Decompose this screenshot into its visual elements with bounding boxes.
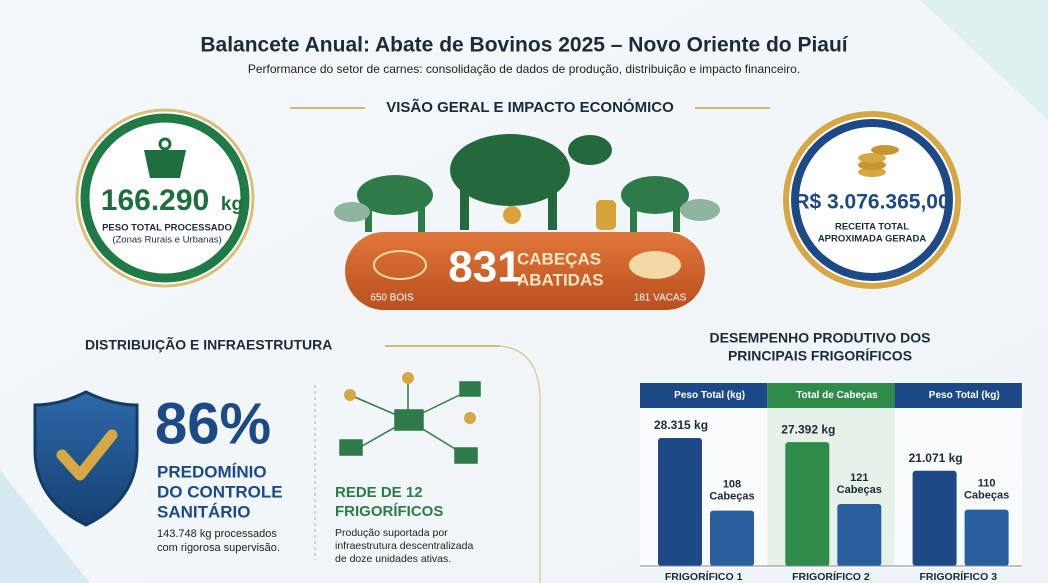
value-label: 108 bbox=[723, 479, 741, 491]
heads-label: ABATIDAS bbox=[517, 270, 604, 289]
bar bbox=[837, 504, 882, 566]
percent-note: 143.748 kg processados bbox=[157, 528, 277, 540]
bois: 650 BOIS bbox=[370, 293, 414, 304]
network-text: Produção suportada por bbox=[335, 527, 448, 539]
percent-label: SANITÁRIO bbox=[157, 502, 251, 521]
category-label: FRIGORÍFICO 1 bbox=[665, 570, 743, 583]
ring bbox=[80, 113, 250, 283]
percent: 86% bbox=[155, 391, 271, 456]
bar bbox=[658, 438, 702, 566]
check-icon bbox=[56, 429, 118, 481]
cow-icon bbox=[629, 251, 681, 279]
weight-label: PESO TOTAL PROCESSADO bbox=[102, 223, 232, 234]
heads-label: CABEÇAS bbox=[517, 249, 601, 268]
weight-unit: kg bbox=[221, 194, 243, 215]
coins-icon bbox=[858, 145, 899, 177]
category-label: FRIGORÍFICO 3 bbox=[919, 570, 997, 583]
column-header-label: Total de Cabeças bbox=[796, 390, 878, 401]
column-header bbox=[894, 383, 1022, 408]
value-label: 121 bbox=[850, 472, 868, 484]
network-title: REDE DE 12 bbox=[335, 484, 423, 501]
revenue-label: RECEITA TOTAL bbox=[835, 222, 909, 233]
column-header bbox=[640, 383, 768, 408]
network-icon bbox=[339, 372, 481, 464]
category-label: FRIGORÍFICO 2 bbox=[792, 570, 870, 583]
revenue-label: APROXIMADA GERADA bbox=[818, 234, 927, 245]
heads-total: 831 bbox=[448, 243, 521, 292]
percent-label: DO CONTROLE bbox=[157, 482, 283, 501]
decor bbox=[920, 0, 1048, 120]
value-label: 28.315 kg bbox=[654, 418, 708, 432]
title: Balancete Anual: Abate de Bovinos 2025 –… bbox=[200, 34, 848, 57]
bar bbox=[710, 510, 754, 566]
network-title: FRIGORÍFICOS bbox=[335, 503, 443, 520]
bull-icon bbox=[373, 250, 427, 280]
value-label: Cabeças bbox=[837, 484, 882, 496]
network-text: de doze unidades ativas. bbox=[335, 553, 451, 565]
bar bbox=[912, 470, 957, 566]
decor bbox=[0, 470, 90, 583]
heads-banner bbox=[345, 232, 705, 310]
chart-title: DESEMPENHO PRODUTIVO DOS bbox=[710, 330, 931, 346]
ring bbox=[791, 119, 953, 281]
rule bbox=[499, 345, 541, 583]
section-heading: DISTRIBUIÇÃO E INFRAESTRUTURA bbox=[85, 336, 332, 353]
subtitle: Performance do setor de carnes: consolid… bbox=[248, 62, 800, 76]
bar bbox=[964, 509, 1009, 566]
weight-note: (Zonas Rurais e Urbanas) bbox=[112, 235, 221, 246]
value-label: Cabeças bbox=[964, 490, 1009, 502]
column-header-label: Peso Total (kg) bbox=[929, 390, 1000, 401]
column-header bbox=[767, 383, 895, 408]
weight-icon bbox=[158, 137, 172, 151]
value-label: 27.392 kg bbox=[781, 422, 835, 436]
value-label: 110 bbox=[978, 478, 996, 490]
vacas: 181 VACAS bbox=[634, 293, 687, 304]
column-header-label: Peso Total (kg) bbox=[674, 390, 745, 401]
weight-value: 166.290 bbox=[101, 184, 209, 217]
network-text: infraestrutura descentralizada bbox=[335, 540, 473, 552]
percent-label: PREDOMÍNIO bbox=[157, 462, 267, 481]
cattle-illustration bbox=[334, 134, 720, 232]
value-label: Cabeças bbox=[709, 491, 754, 503]
value-label: 21.071 kg bbox=[909, 451, 963, 465]
section-heading: VISÃO GERAL E IMPACTO ECONÓMICO bbox=[386, 98, 674, 116]
percent-note: com rigorosa supervisão. bbox=[157, 542, 280, 554]
revenue-value: R$ 3.076.365,00 bbox=[794, 191, 949, 214]
chart-title: PRINCIPAIS FRIGORÍFICOS bbox=[728, 348, 912, 364]
shield-icon bbox=[33, 390, 139, 527]
weight-icon bbox=[144, 150, 186, 178]
bar bbox=[785, 442, 830, 566]
